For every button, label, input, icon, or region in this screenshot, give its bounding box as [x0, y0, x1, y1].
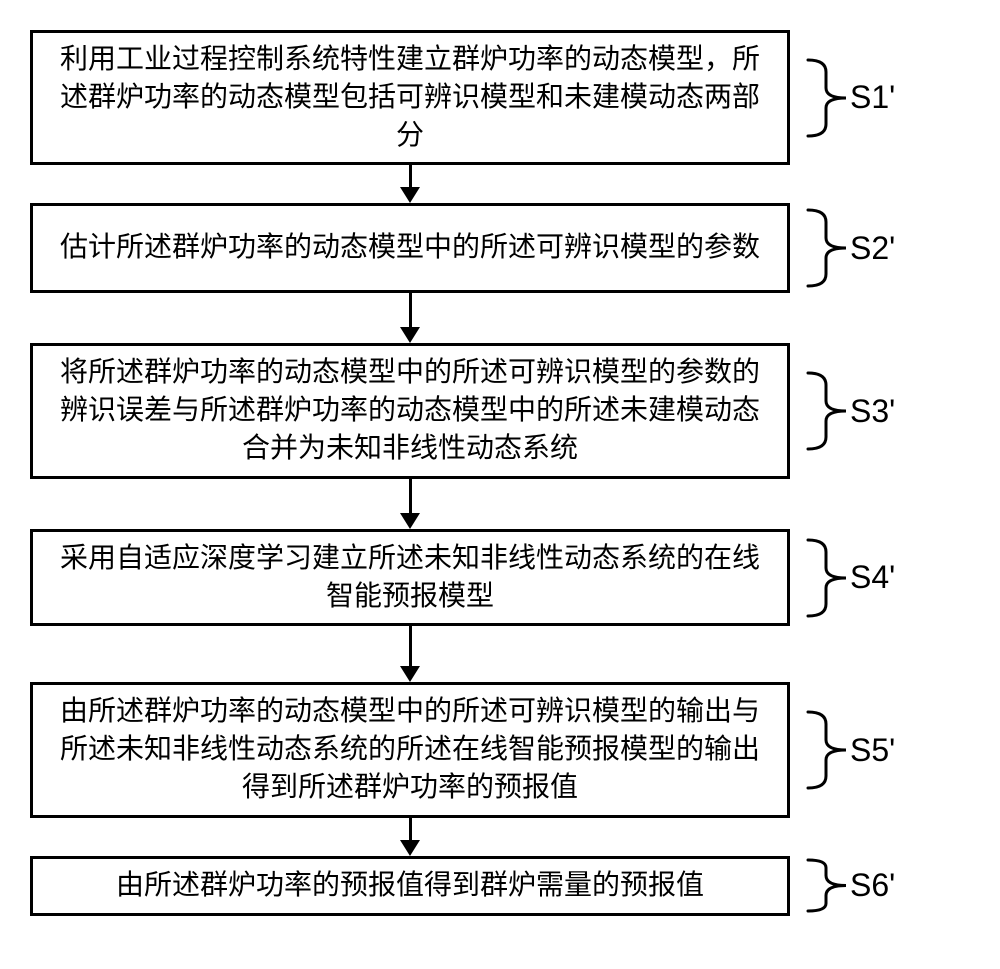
- step-box: 将所述群炉功率的动态模型中的所述可辨识模型的参数的辨识误差与所述群炉功率的动态模…: [30, 343, 790, 478]
- step-label: S2': [850, 230, 895, 267]
- step-box: 利用工业过程控制系统特性建立群炉功率的动态模型，所述群炉功率的动态模型包括可辨识…: [30, 30, 790, 165]
- flow-step-s6: 由所述群炉功率的预报值得到群炉需量的预报值 S6': [30, 856, 970, 916]
- flow-step-s5: 由所述群炉功率的动态模型中的所述可辨识模型的输出与所述未知非线性动态系统的所述在…: [30, 682, 970, 817]
- flow-arrow: [30, 626, 790, 682]
- flow-step-s2: 估计所述群炉功率的动态模型中的所述可辨识模型的参数 S2': [30, 203, 970, 293]
- step-label-cell: S1': [800, 58, 895, 138]
- brace-icon: [800, 858, 850, 913]
- flow-arrow: [30, 165, 790, 203]
- flow-step-s3: 将所述群炉功率的动态模型中的所述可辨识模型的参数的辨识误差与所述群炉功率的动态模…: [30, 343, 970, 478]
- step-label-cell: S2': [800, 208, 895, 288]
- step-box: 采用自适应深度学习建立所述未知非线性动态系统的在线智能预报模型: [30, 529, 790, 627]
- brace-icon: [800, 58, 850, 138]
- step-label: S3': [850, 393, 895, 430]
- step-label-cell: S4': [800, 538, 895, 618]
- flow-arrow: [30, 818, 790, 856]
- step-label-cell: S5': [800, 710, 895, 790]
- flowchart-container: 利用工业过程控制系统特性建立群炉功率的动态模型，所述群炉功率的动态模型包括可辨识…: [30, 30, 970, 916]
- step-label-cell: S6': [800, 858, 895, 913]
- step-box: 估计所述群炉功率的动态模型中的所述可辨识模型的参数: [30, 203, 790, 293]
- step-box: 由所述群炉功率的动态模型中的所述可辨识模型的输出与所述未知非线性动态系统的所述在…: [30, 682, 790, 817]
- flow-step-s1: 利用工业过程控制系统特性建立群炉功率的动态模型，所述群炉功率的动态模型包括可辨识…: [30, 30, 970, 165]
- step-box: 由所述群炉功率的预报值得到群炉需量的预报值: [30, 856, 790, 916]
- flow-step-s4: 采用自适应深度学习建立所述未知非线性动态系统的在线智能预报模型 S4': [30, 529, 970, 627]
- flow-arrow: [30, 479, 790, 529]
- brace-icon: [800, 208, 850, 288]
- flow-arrow: [30, 293, 790, 343]
- brace-icon: [800, 538, 850, 618]
- step-label: S4': [850, 559, 895, 596]
- brace-icon: [800, 371, 850, 451]
- step-label: S6': [850, 867, 895, 904]
- step-label: S5': [850, 732, 895, 769]
- brace-icon: [800, 710, 850, 790]
- step-label-cell: S3': [800, 371, 895, 451]
- step-label: S1': [850, 79, 895, 116]
